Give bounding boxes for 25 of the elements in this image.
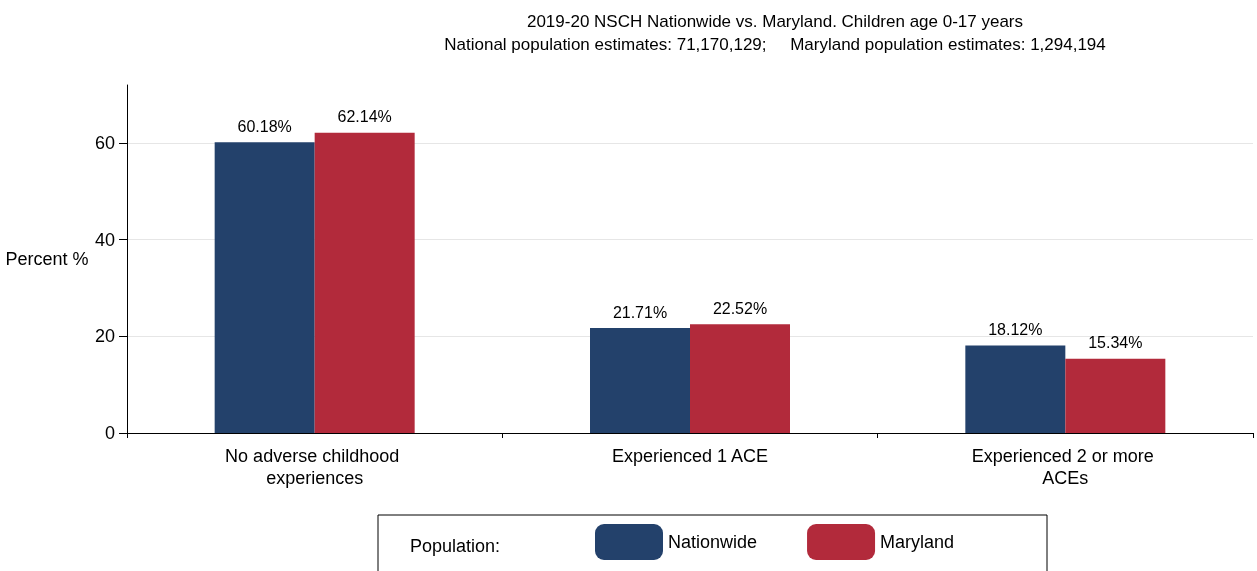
- x-tick-label: No adverse childhood experiences: [225, 446, 405, 488]
- y-tick-label: 0: [104, 423, 115, 443]
- chart-subtitle: National population estimates: 71,170,129; Maryland population estimates: 1,294,194: [444, 35, 1106, 54]
- y-tick-label: 20: [94, 326, 115, 347]
- legend-label: Nationwide: [668, 532, 758, 552]
- x-tick-label: Experienced 1 ACE: [611, 446, 769, 466]
- bar: [590, 328, 690, 433]
- data-label: 62.14%: [337, 108, 392, 126]
- legend-title: Population:: [410, 536, 501, 556]
- data-label: 21.71%: [612, 303, 668, 321]
- data-label: 22.52%: [712, 299, 768, 317]
- data-label: 60.18%: [237, 117, 292, 135]
- bar: [965, 345, 1066, 433]
- data-label: 18.12%: [988, 320, 1043, 338]
- bar: [214, 142, 315, 433]
- chart-title: 2019-20 NSCH Nationwide vs. Maryland. Children age 0-17 years: [526, 12, 1024, 31]
- data-label: 15.34%: [1088, 334, 1143, 352]
- y-tick-label: 40: [94, 229, 115, 250]
- y-axis-title: Percent %: [5, 249, 89, 269]
- bar: [1065, 358, 1166, 433]
- x-tick-label: Experienced 2 or more ACEs: [971, 446, 1159, 488]
- legend-label: Maryland: [880, 532, 955, 552]
- bar: [690, 324, 790, 433]
- bar: [314, 132, 415, 433]
- y-tick-label: 60: [94, 133, 115, 153]
